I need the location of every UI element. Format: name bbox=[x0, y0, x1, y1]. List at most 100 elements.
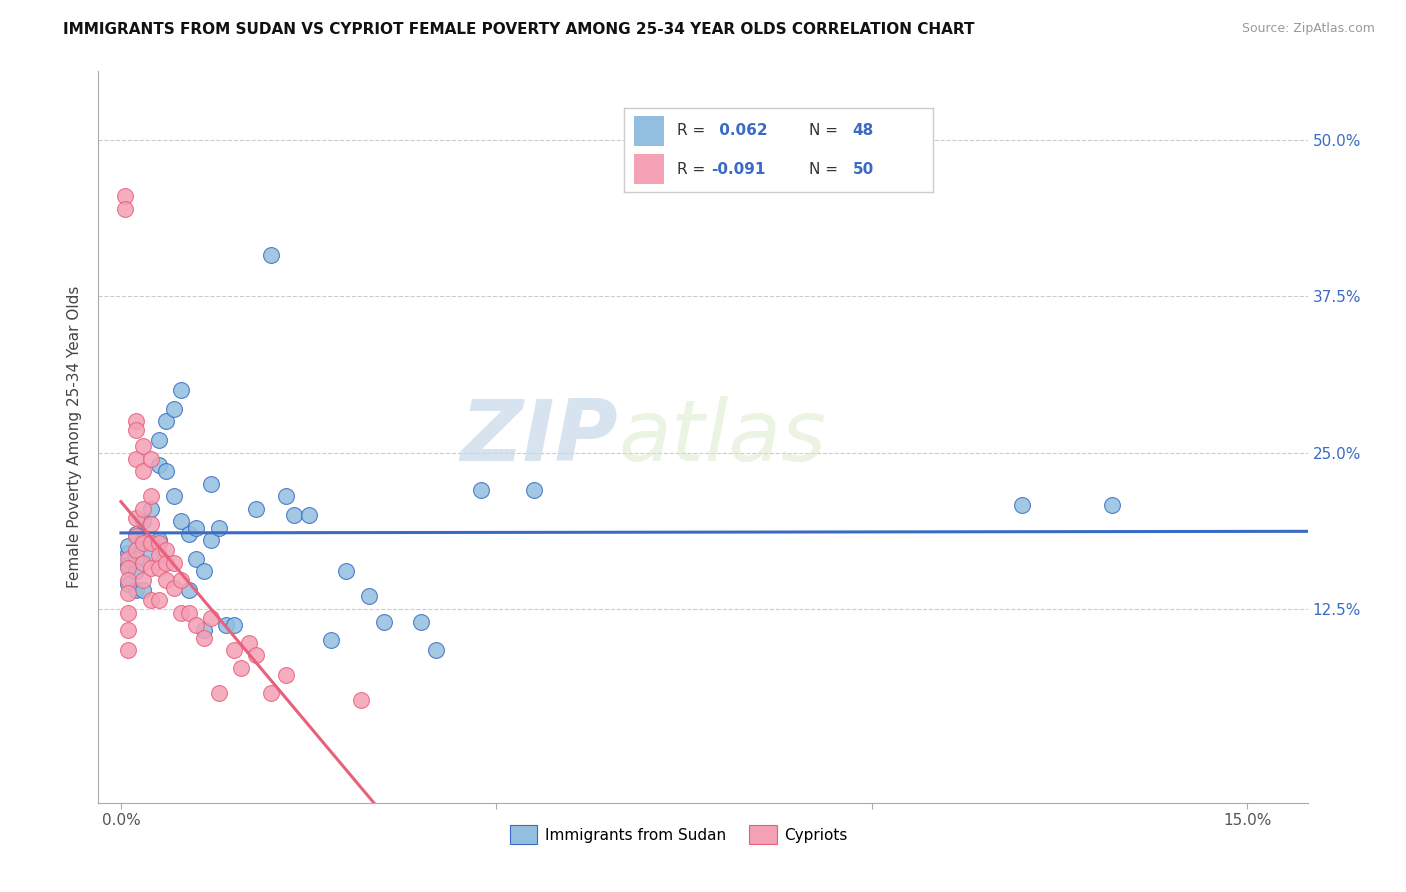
Point bbox=[114, 189, 136, 203]
Point bbox=[260, 686, 283, 700]
Point bbox=[117, 577, 139, 591]
Point bbox=[132, 465, 155, 479]
Point bbox=[155, 573, 177, 587]
Point bbox=[117, 586, 139, 600]
Point bbox=[125, 552, 148, 566]
Point bbox=[117, 558, 139, 573]
Point bbox=[125, 452, 148, 467]
Point bbox=[117, 624, 139, 638]
Point bbox=[132, 573, 155, 587]
Point bbox=[215, 618, 238, 632]
Point bbox=[200, 477, 222, 491]
Text: Source: ZipAtlas.com: Source: ZipAtlas.com bbox=[1241, 22, 1375, 36]
Point bbox=[276, 490, 298, 504]
Point bbox=[155, 556, 177, 570]
Point bbox=[148, 535, 170, 549]
Point bbox=[177, 527, 200, 541]
Point bbox=[132, 515, 155, 529]
Point bbox=[411, 615, 433, 629]
Point bbox=[162, 556, 184, 570]
Point bbox=[245, 502, 267, 516]
Point bbox=[132, 440, 155, 454]
Point bbox=[170, 515, 193, 529]
Point bbox=[184, 521, 207, 535]
Point bbox=[350, 693, 373, 707]
Point bbox=[222, 643, 245, 657]
Point bbox=[162, 581, 184, 595]
Point bbox=[162, 401, 184, 416]
Point bbox=[373, 615, 395, 629]
Point bbox=[125, 414, 148, 428]
Point bbox=[148, 560, 170, 574]
Point bbox=[148, 434, 170, 448]
Point bbox=[207, 521, 229, 535]
Point bbox=[155, 465, 177, 479]
Point bbox=[298, 508, 321, 523]
Point bbox=[207, 686, 229, 700]
Point bbox=[425, 643, 447, 657]
Point bbox=[170, 573, 193, 587]
Point bbox=[139, 452, 162, 467]
Point bbox=[155, 414, 177, 428]
Point bbox=[125, 510, 148, 524]
Point bbox=[155, 543, 177, 558]
Point bbox=[1101, 498, 1123, 512]
Point bbox=[117, 643, 139, 657]
Point bbox=[357, 590, 380, 604]
Point bbox=[170, 606, 193, 620]
Point bbox=[117, 552, 139, 566]
Point bbox=[321, 633, 343, 648]
Point bbox=[139, 535, 162, 549]
Point bbox=[125, 423, 148, 437]
Point bbox=[117, 573, 139, 587]
Point bbox=[193, 565, 215, 579]
Point bbox=[125, 565, 148, 579]
Point bbox=[162, 490, 184, 504]
Point bbox=[125, 543, 148, 558]
Point bbox=[139, 546, 162, 560]
Point bbox=[117, 560, 139, 574]
Point bbox=[184, 552, 207, 566]
Point bbox=[139, 490, 162, 504]
Point bbox=[132, 533, 155, 548]
Point bbox=[229, 661, 252, 675]
Legend: Immigrants from Sudan, Cypriots: Immigrants from Sudan, Cypriots bbox=[503, 819, 853, 850]
Point bbox=[117, 540, 139, 554]
Point bbox=[200, 533, 222, 548]
Point bbox=[193, 624, 215, 638]
Text: IMMIGRANTS FROM SUDAN VS CYPRIOT FEMALE POVERTY AMONG 25-34 YEAR OLDS CORRELATIO: IMMIGRANTS FROM SUDAN VS CYPRIOT FEMALE … bbox=[63, 22, 974, 37]
Point bbox=[132, 535, 155, 549]
Point bbox=[470, 483, 492, 498]
Point bbox=[125, 583, 148, 598]
Point bbox=[148, 458, 170, 473]
Point bbox=[125, 529, 148, 543]
Point bbox=[170, 383, 193, 397]
Point bbox=[177, 606, 200, 620]
Point bbox=[245, 648, 267, 663]
Point bbox=[148, 548, 170, 562]
Point bbox=[117, 606, 139, 620]
Point bbox=[523, 483, 546, 498]
Point bbox=[117, 546, 139, 560]
Point bbox=[238, 636, 260, 650]
Point bbox=[125, 527, 148, 541]
Point bbox=[114, 202, 136, 216]
Point bbox=[184, 618, 207, 632]
Text: atlas: atlas bbox=[619, 395, 827, 479]
Point bbox=[132, 556, 155, 570]
Point bbox=[193, 631, 215, 645]
Point bbox=[200, 611, 222, 625]
Point bbox=[132, 502, 155, 516]
Point bbox=[139, 593, 162, 607]
Y-axis label: Female Poverty Among 25-34 Year Olds: Female Poverty Among 25-34 Year Olds bbox=[67, 286, 83, 588]
Point bbox=[222, 618, 245, 632]
Point bbox=[335, 565, 357, 579]
Point bbox=[139, 502, 162, 516]
Point bbox=[139, 560, 162, 574]
Point bbox=[132, 583, 155, 598]
Point bbox=[148, 593, 170, 607]
Text: ZIP: ZIP bbox=[461, 395, 619, 479]
Point bbox=[139, 516, 162, 531]
Point bbox=[148, 533, 170, 548]
Point bbox=[283, 508, 305, 523]
